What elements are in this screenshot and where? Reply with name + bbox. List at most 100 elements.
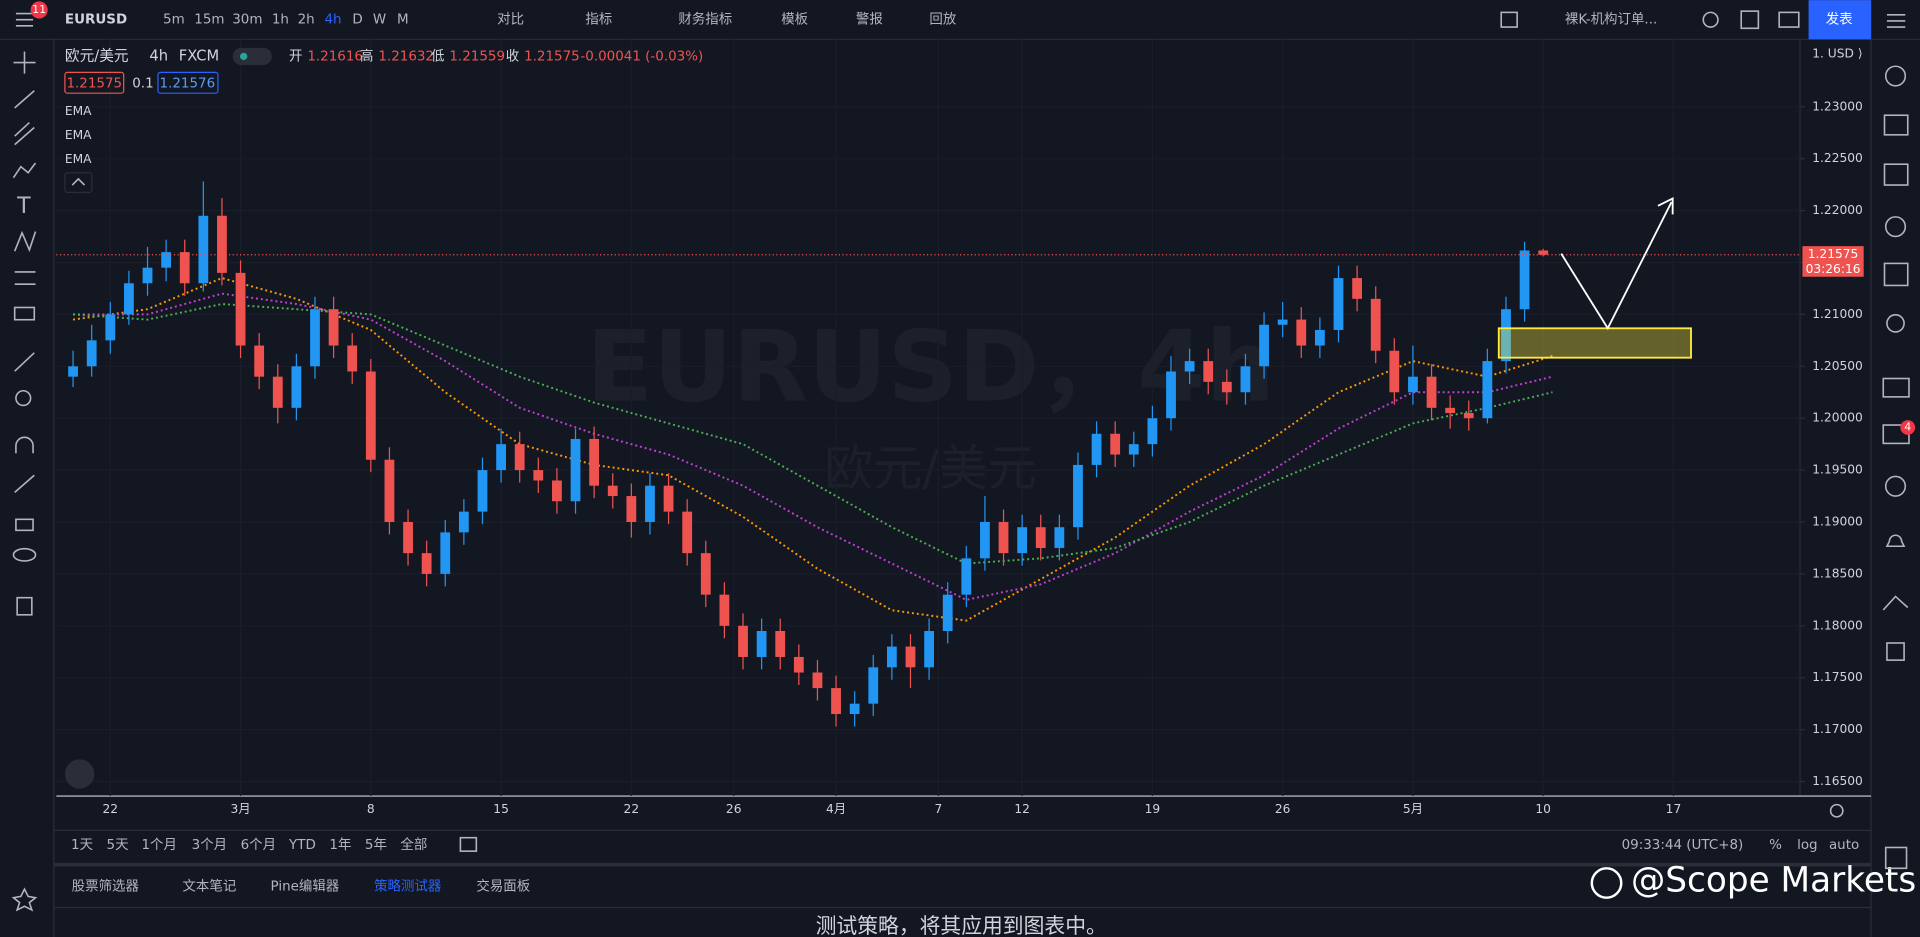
interval[interactable]: M: [397, 13, 409, 28]
candle-body: [198, 215, 209, 284]
candle-body: [1054, 527, 1065, 548]
projection-arrow[interactable]: [1560, 201, 1673, 331]
interval[interactable]: 2h: [298, 13, 315, 28]
currency[interactable]: 1. USD ⟩: [1812, 47, 1862, 61]
range[interactable]: YTD: [288, 838, 316, 853]
interval[interactable]: 30m: [232, 13, 262, 28]
left-toolbar[interactable]: T: [11, 51, 38, 912]
open-value: 1.21616: [307, 49, 363, 64]
candle-body: [1017, 527, 1028, 554]
plot: [56, 39, 1800, 797]
candle-body: [1035, 527, 1046, 548]
logo-button[interactable]: [64, 759, 95, 789]
interval[interactable]: D: [352, 13, 362, 28]
ema-line: [73, 303, 1553, 565]
layout-icon[interactable]: [1500, 11, 1518, 28]
x-tick-label: 3月: [231, 802, 251, 816]
candle-body: [86, 340, 97, 367]
y-tick-label: 1.17500: [1812, 670, 1863, 684]
snapshot-icon[interactable]: [1778, 11, 1800, 28]
toolbar-item[interactable]: 对比: [497, 12, 524, 28]
y-tick-label: 1.22500: [1812, 151, 1863, 165]
scale-option[interactable]: auto: [1829, 838, 1859, 853]
candle-body: [1110, 433, 1121, 455]
x-tick-label: 8: [367, 802, 375, 816]
collapse-icon: [71, 177, 86, 186]
candle-body: [365, 371, 376, 460]
spread: 0.1: [132, 76, 153, 91]
symbol[interactable]: EURUSD: [65, 13, 127, 28]
candle-body: [142, 267, 153, 284]
toolbar-item[interactable]: 回放: [929, 12, 956, 28]
legend-name: 欧元/美元: [65, 47, 129, 64]
range[interactable]: 1年: [329, 837, 351, 853]
ema-line: [72, 277, 1553, 622]
buy-box[interactable]: [157, 71, 219, 94]
brand: @Scope Markets: [1631, 860, 1916, 900]
x-tick-label: 22: [624, 802, 640, 816]
candle-body: [1091, 433, 1102, 465]
candle-body: [738, 625, 748, 657]
candle-body: [403, 522, 413, 554]
axis-settings[interactable]: [1829, 803, 1844, 818]
range[interactable]: 5天: [107, 838, 129, 853]
publish-label: 发表: [1826, 12, 1853, 28]
ranges: 1天 5天 1个月 3个月 6个月 YTD 1年 5年 全部: [71, 836, 427, 853]
candle-body: [421, 553, 432, 574]
candle-body: [552, 480, 562, 502]
right-toolbar[interactable]: [1882, 14, 1910, 870]
settings-icon[interactable]: [1702, 11, 1719, 28]
x-tick-label: 4月: [826, 802, 846, 816]
candle-body: [1519, 250, 1530, 310]
x-tick-label: 17: [1666, 802, 1682, 816]
range[interactable]: 5年: [365, 837, 387, 853]
scale-option[interactable]: %: [1769, 838, 1782, 853]
tab[interactable]: 交易面板: [476, 878, 530, 895]
candle-body: [254, 345, 265, 377]
tab[interactable]: 策略测试器: [374, 878, 442, 895]
toolbar: 对比 指标 财务指标 模板 警报 回放: [497, 12, 957, 28]
toolbar-item[interactable]: 财务指标: [678, 12, 732, 28]
toolbar-item[interactable]: 警报: [856, 12, 883, 28]
candle-body: [124, 283, 134, 315]
candle-body: [775, 631, 786, 657]
date-range-icon[interactable]: [459, 836, 478, 852]
layout-name[interactable]: 裸K-机构订单...: [1565, 12, 1657, 28]
candle-body: [719, 594, 730, 626]
tab[interactable]: Pine编辑器: [271, 879, 340, 895]
candle-body: [514, 444, 525, 471]
candle-body: [700, 553, 711, 595]
candle-body: [217, 215, 227, 273]
range[interactable]: 3个月: [192, 837, 227, 853]
fullscreen-icon[interactable]: [1740, 10, 1760, 30]
buy-price: 1.21576: [160, 76, 216, 91]
interval[interactable]: 15m: [194, 13, 224, 28]
range[interactable]: 1个月: [141, 837, 176, 853]
toolbar-item[interactable]: 模板: [781, 12, 808, 28]
status-toggle[interactable]: [232, 47, 272, 66]
tab[interactable]: 股票筛选器: [72, 879, 140, 895]
status-dot: [240, 52, 248, 61]
candle-body: [961, 558, 972, 595]
toolbar-item[interactable]: 指标: [585, 12, 612, 28]
range[interactable]: 1天: [71, 838, 93, 853]
candle-body: [105, 314, 116, 341]
interval[interactable]: W: [373, 13, 386, 28]
candle-body: [905, 646, 916, 668]
interval[interactable]: 4h: [325, 13, 342, 28]
collapse-button[interactable]: [64, 172, 93, 193]
tab[interactable]: 文本笔记: [182, 879, 236, 895]
range[interactable]: 全部: [400, 836, 427, 853]
candle-body: [1314, 329, 1325, 346]
candle-body: [849, 703, 860, 715]
zone-box[interactable]: [1497, 327, 1692, 359]
sell-box[interactable]: [64, 71, 125, 94]
range[interactable]: 6个月: [241, 837, 276, 853]
scale-option[interactable]: log: [1797, 838, 1818, 853]
publish-button[interactable]: [1808, 0, 1872, 40]
menu-icon[interactable]: [15, 12, 34, 27]
interval[interactable]: 5m: [163, 13, 185, 28]
interval[interactable]: 1h: [272, 13, 289, 28]
